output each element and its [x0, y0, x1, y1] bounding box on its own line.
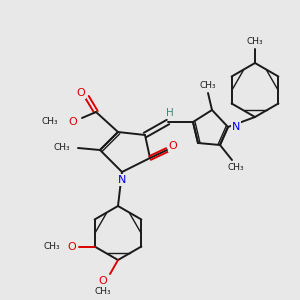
Text: O: O [67, 242, 76, 251]
Text: N: N [232, 122, 240, 132]
Text: CH₃: CH₃ [53, 143, 70, 152]
Text: CH₃: CH₃ [200, 80, 216, 89]
Text: N: N [118, 175, 126, 185]
Text: H: H [166, 108, 174, 118]
Text: CH₃: CH₃ [228, 164, 244, 172]
Text: O: O [169, 141, 177, 151]
Text: O: O [99, 276, 107, 286]
Text: CH₃: CH₃ [95, 287, 111, 296]
Text: CH₃: CH₃ [44, 242, 61, 251]
Text: O: O [69, 117, 77, 127]
Text: O: O [76, 88, 85, 98]
Text: CH₃: CH₃ [41, 118, 58, 127]
Text: CH₃: CH₃ [247, 37, 263, 46]
